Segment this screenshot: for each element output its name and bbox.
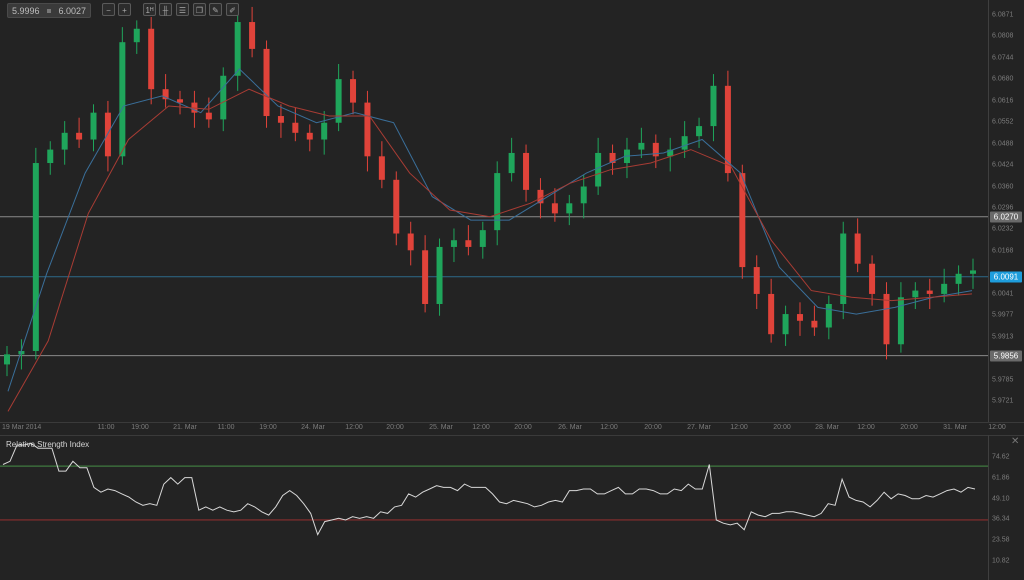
time-tick: 21. Mar — [173, 424, 197, 431]
bid-price: 5.9996 — [12, 5, 40, 16]
edit-icon: ✎ — [212, 6, 219, 15]
price-tick: 6.0808 — [992, 32, 1014, 40]
chart-type-button[interactable]: ╫ — [159, 3, 172, 16]
time-tick: 31. Mar — [943, 424, 967, 431]
level-price-tag: 6.0270 — [990, 211, 1022, 223]
rsi-title: Relative Strength Index — [6, 440, 90, 449]
time-tick: 20:00 — [773, 424, 791, 431]
timeframe-icon: 1ᴴ — [145, 6, 154, 15]
separator-icon — [47, 8, 51, 13]
edit-button[interactable]: ✎ — [209, 3, 222, 16]
draw-icon: ✐ — [229, 6, 236, 15]
level-price-tag: 5.9856 — [990, 350, 1022, 362]
zoom-in-icon: + — [122, 6, 127, 15]
chart-toolbar: 5.9996 6.0027 − + 1ᴴ ╫ ☰ ❐ ✎ ✐ — [0, 0, 990, 22]
rsi-tick: 74.62 — [992, 453, 1010, 461]
indicators-icon: ☰ — [178, 6, 187, 15]
templates-icon: ❐ — [195, 6, 204, 15]
price-tick: 5.9721 — [992, 397, 1014, 405]
time-tick: 12:00 — [857, 424, 875, 431]
zoom-out-button[interactable]: − — [102, 3, 115, 16]
price-chart-pane[interactable] — [0, 0, 989, 422]
price-tick: 5.9913 — [992, 333, 1014, 341]
price-tick: 6.0871 — [992, 11, 1014, 19]
time-tick: 27. Mar — [687, 424, 711, 431]
price-tick: 6.0232 — [992, 225, 1014, 233]
price-tick: 6.0360 — [992, 183, 1014, 191]
time-tick: 28. Mar — [815, 424, 839, 431]
close-rsi-icon[interactable]: ✕ — [1011, 436, 1020, 447]
current-price-tag: 6.0091 — [990, 271, 1022, 283]
price-tick: 6.0680 — [992, 75, 1014, 83]
zoom-in-button[interactable]: + — [118, 3, 131, 16]
candlestick-chart — [0, 6, 988, 412]
time-tick: 25. Mar — [429, 424, 453, 431]
rsi-tick: 36.34 — [992, 515, 1010, 523]
rsi-tick: 10.82 — [992, 557, 1010, 565]
templates-button[interactable]: ❐ — [193, 3, 206, 16]
price-tick: 6.0041 — [992, 290, 1014, 298]
bid-ask-box: 5.9996 6.0027 — [7, 3, 91, 18]
ma-slow-line — [7, 88, 973, 412]
time-axis[interactable]: 19 Mar 2014 11:00 19:00 21. Mar 11:00 19:00 24… — [0, 422, 1024, 436]
rsi-tick: 49.10 — [992, 495, 1010, 503]
time-tick: 11:00 — [97, 424, 115, 431]
time-tick: 19:00 — [131, 424, 149, 431]
candles — [4, 6, 976, 377]
zoom-out-icon: − — [106, 6, 111, 15]
time-tick: 12:00 — [345, 424, 363, 431]
price-tick: 5.9977 — [992, 311, 1014, 319]
time-tick: 12:00 — [472, 424, 490, 431]
time-tick: 20:00 — [644, 424, 662, 431]
time-tick: 24. Mar — [301, 424, 325, 431]
ask-price: 6.0027 — [58, 5, 86, 16]
time-tick: 11:00 — [217, 424, 235, 431]
price-tick: 6.0424 — [992, 161, 1014, 169]
ma-fast-line — [7, 68, 973, 392]
price-tick: 6.0168 — [992, 247, 1014, 255]
price-tick: 6.0616 — [992, 97, 1014, 105]
time-tick: 26. Mar — [558, 424, 582, 431]
rsi-line — [2, 442, 976, 536]
time-tick: 12:00 — [988, 424, 1006, 431]
time-tick: 12:00 — [730, 424, 748, 431]
chart-type-icon: ╫ — [162, 6, 169, 15]
time-tick: 20:00 — [386, 424, 404, 431]
rsi-chart — [0, 442, 988, 536]
time-tick: 19:00 — [259, 424, 277, 431]
time-tick: 20:00 — [900, 424, 918, 431]
price-tick: 6.0552 — [992, 118, 1014, 126]
rsi-pane[interactable] — [0, 435, 989, 580]
rsi-tick: 61.86 — [992, 474, 1010, 482]
time-tick: 20:00 — [514, 424, 532, 431]
draw-button[interactable]: ✐ — [226, 3, 239, 16]
price-tick: 5.9785 — [992, 376, 1014, 384]
time-tick: 19 Mar 2014 — [2, 424, 42, 431]
rsi-tick: 23.58 — [992, 536, 1010, 544]
indicators-button[interactable]: ☰ — [176, 3, 189, 16]
price-tick: 6.0744 — [992, 54, 1014, 62]
price-tick: 6.0296 — [992, 204, 1014, 212]
price-tick: 6.0488 — [992, 140, 1014, 148]
time-tick: 12:00 — [600, 424, 618, 431]
timeframe-button[interactable]: 1ᴴ — [143, 3, 156, 16]
